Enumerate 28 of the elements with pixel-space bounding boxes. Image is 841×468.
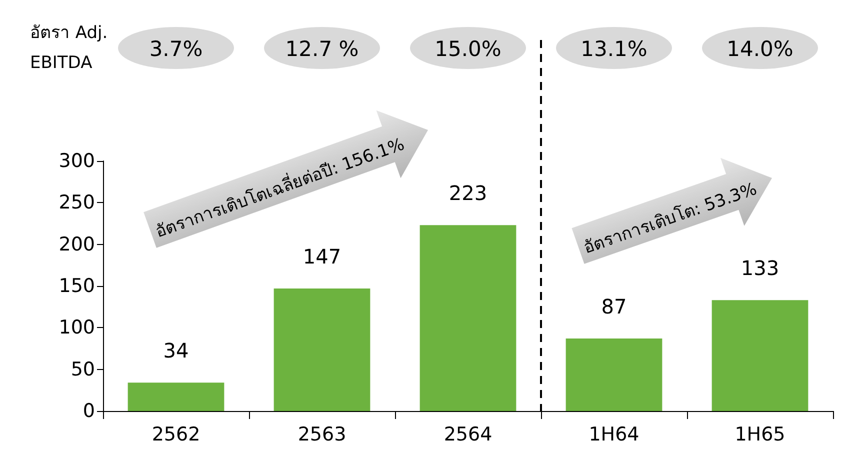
- data-label: 223: [448, 181, 488, 206]
- x-tick-label: 1H65: [734, 424, 786, 446]
- bar: [566, 338, 662, 411]
- data-label: 34: [163, 338, 189, 363]
- y-tick-label: 50: [70, 358, 95, 380]
- y-tick-label: 0: [82, 400, 95, 422]
- text: 14.0%: [726, 37, 794, 61]
- data-label: 147: [302, 244, 342, 268]
- data-label: 87: [601, 294, 627, 318]
- y-tick-label: 100: [58, 316, 95, 339]
- text: 13.1%: [580, 37, 648, 61]
- text: 15.0%: [434, 37, 502, 61]
- x-tick-label: 2563: [298, 424, 346, 446]
- y-tick-label: 150: [58, 275, 95, 297]
- text: 12.7 %: [285, 37, 359, 61]
- y-tick-label: 200: [58, 233, 95, 256]
- y-tick-label: 250: [58, 192, 95, 214]
- text: 3.7%: [149, 37, 203, 61]
- x-tick-label: 2564: [444, 424, 492, 446]
- bar: [712, 300, 808, 411]
- x-tick-label: 1H64: [588, 424, 640, 446]
- bar: [274, 288, 370, 411]
- data-label: 133: [740, 256, 780, 280]
- y-tick-label: 300: [58, 150, 95, 172]
- x-tick-label: 2562: [152, 424, 200, 446]
- bar: [128, 382, 224, 411]
- bar: [420, 225, 516, 411]
- text: อัตรา Adj. EBITDA: [30, 22, 109, 75]
